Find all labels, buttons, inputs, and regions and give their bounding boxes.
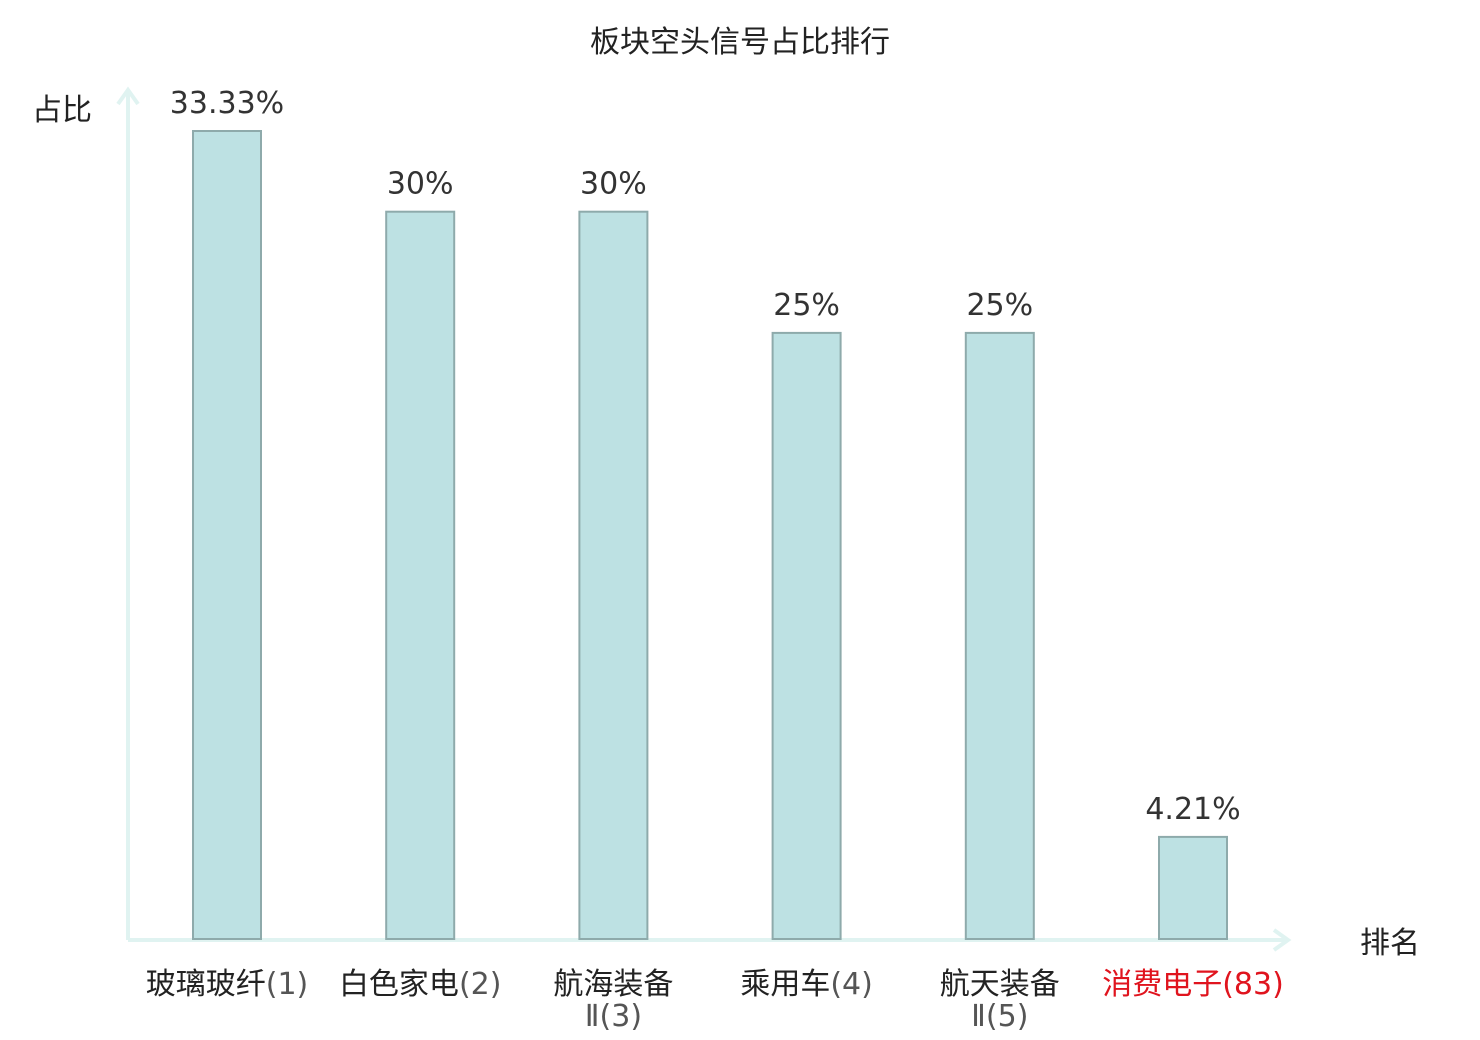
category-name: 白色家电 [339, 967, 459, 1002]
value-label-4: 25% [773, 288, 840, 323]
category-name: 航天装备 [940, 967, 1060, 1002]
value-label-3: 30% [580, 167, 647, 202]
category-name: 乘用车 [740, 967, 830, 1002]
category-label-2: 白色家电(2) [339, 967, 502, 1002]
category-label-4: 乘用车(4) [740, 967, 873, 1002]
value-label-5: 25% [966, 288, 1033, 323]
category-rank: (2) [459, 967, 502, 1002]
category-rank: (83) [1222, 967, 1284, 1002]
x-axis-label: 排名 [1360, 926, 1420, 961]
bar-3 [578, 210, 649, 940]
value-label-6: 4.21% [1145, 792, 1240, 827]
bar-4 [771, 331, 842, 940]
y-axis-arrow [116, 86, 140, 106]
category-label-6: 消费电子(83) [1102, 967, 1284, 1002]
value-label-1: 33.33% [170, 86, 284, 121]
category-label-3: 航海装备 Ⅱ(3) [553, 967, 673, 1034]
category-rank: Ⅱ(5) [971, 999, 1028, 1034]
y-axis-label: 占比 [32, 93, 92, 128]
category-rank: Ⅱ(3) [585, 999, 642, 1034]
category-name: 玻璃玻纤 [146, 967, 266, 1002]
bar-1 [192, 130, 262, 940]
chart-title: 板块空头信号占比排行 [590, 25, 890, 60]
category-label-5: 航天装备 Ⅱ(5) [940, 967, 1060, 1034]
x-axis-arrow [1272, 928, 1292, 952]
category-name: 消费电子 [1102, 967, 1222, 1002]
category-rank: (4) [830, 967, 873, 1002]
category-label-1: 玻璃玻纤(1) [146, 967, 309, 1002]
bar-6 [1158, 835, 1228, 941]
category-rank: (1) [266, 967, 309, 1002]
bar-2 [385, 210, 456, 940]
value-labels: 33.33% 30% 30% 25% 25% 4.21% [170, 86, 1241, 827]
bars [192, 130, 1228, 941]
category-labels: 玻璃玻纤(1) 白色家电(2) 航海装备 Ⅱ(3) 乘用车(4) 航天装备 Ⅱ(5) 消费电子… [146, 967, 1284, 1034]
category-name: 航海装备 [553, 967, 673, 1002]
axes [116, 86, 1292, 952]
value-label-2: 30% [387, 167, 454, 202]
bar-5 [964, 331, 1035, 940]
